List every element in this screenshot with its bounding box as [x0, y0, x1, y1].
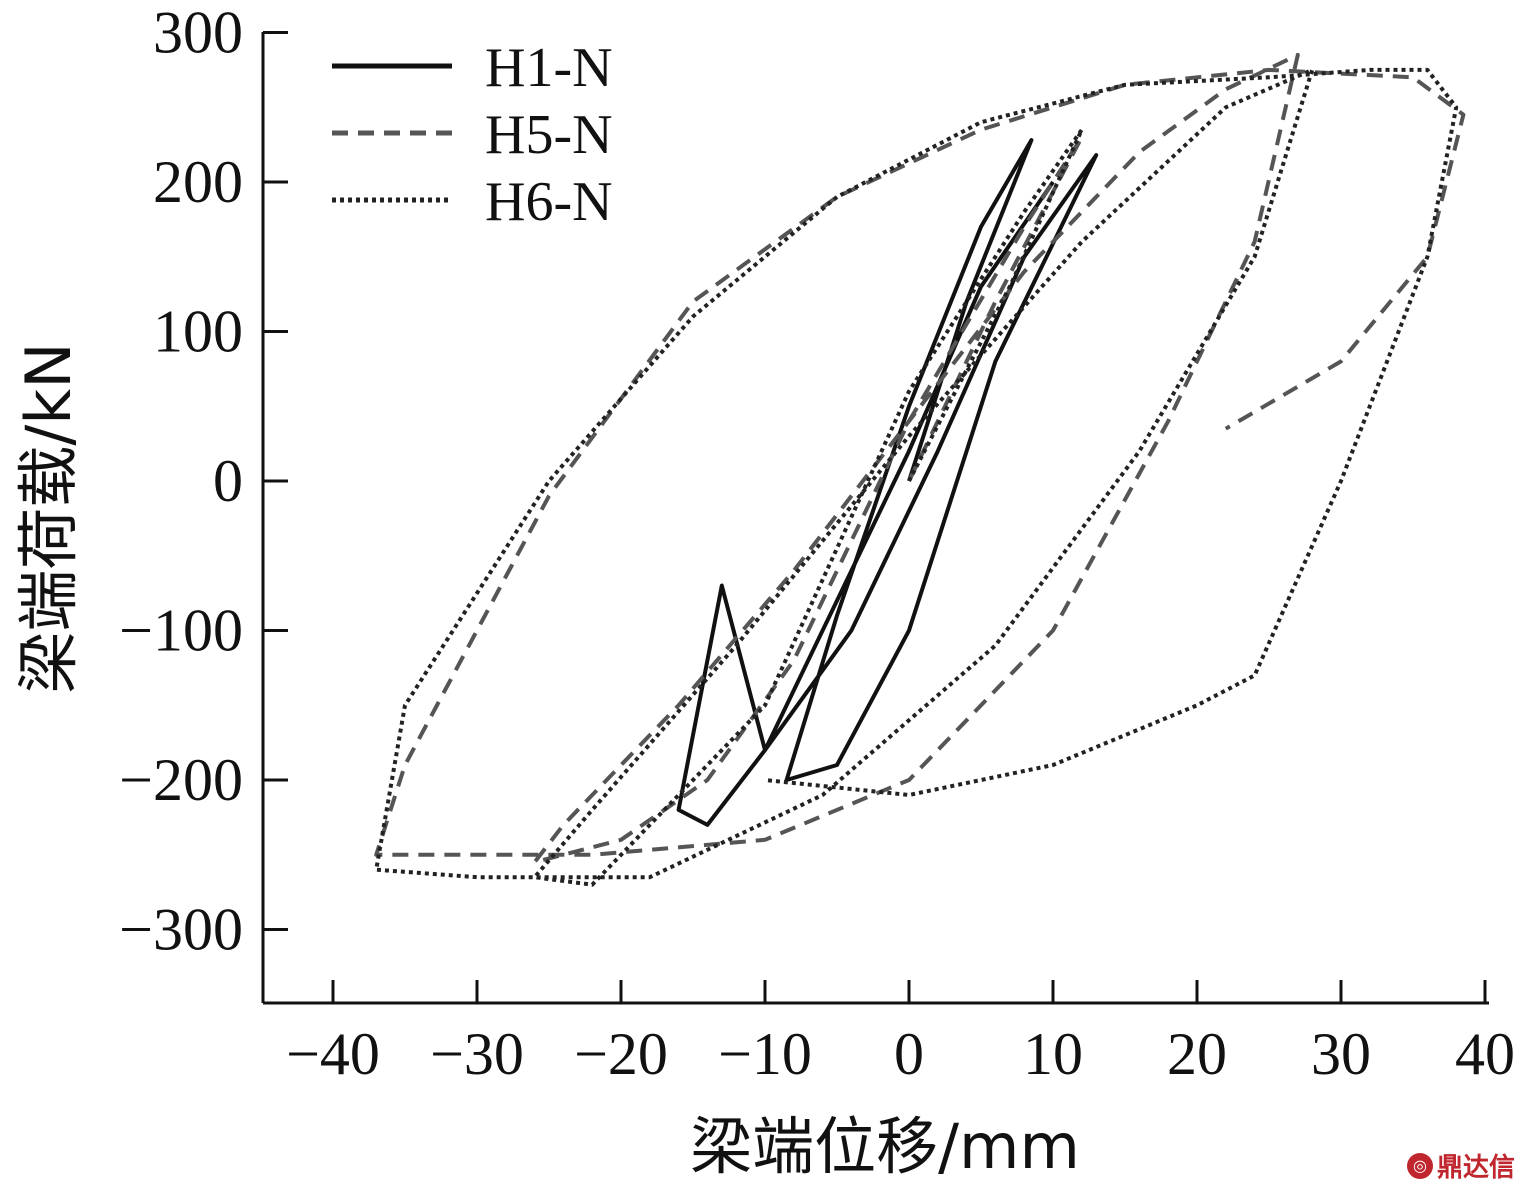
y-tick-label: −100	[119, 598, 243, 664]
watermark-logo: ◎ 鼎达信	[1406, 1147, 1515, 1184]
y-tick-label: 0	[213, 448, 243, 514]
x-axis-title: 梁端位移/mm	[690, 1110, 1080, 1183]
x-tick-label: −40	[286, 1021, 380, 1087]
y-tick-label: −200	[119, 747, 243, 813]
x-tick-label: −10	[718, 1021, 812, 1087]
x-tick-label: 40	[1455, 1021, 1515, 1087]
legend: H1-NH5-NH6-N	[332, 37, 613, 233]
y-axis-title: 梁端荷载/kN	[12, 342, 85, 693]
axes-group	[261, 32, 1489, 1005]
x-tick-label: −30	[430, 1021, 524, 1087]
x-tick-label: 30	[1311, 1021, 1371, 1087]
x-tick-label: 20	[1167, 1021, 1227, 1087]
x-tick-label: 10	[1023, 1021, 1083, 1087]
legend-label: H5-N	[485, 104, 613, 166]
legend-label: H6-N	[485, 171, 613, 233]
plot-series-group	[374, 52, 1466, 887]
legend-label: H1-N	[485, 37, 613, 99]
series-line-h6-n	[374, 67, 1459, 887]
y-tick-label: −300	[119, 897, 243, 963]
series-line-h1-n	[676, 138, 1099, 827]
y-tick-label: 100	[153, 299, 243, 365]
series-line-h5-n	[374, 52, 1466, 865]
x-tick-label: 0	[894, 1021, 924, 1087]
ticks-group: −40 −30 −20 −10 0 10 20 30 40−300−200−1000100200…	[119, 0, 1515, 1087]
watermark-text: 鼎达信	[1436, 1153, 1515, 1183]
y-tick-label: 200	[153, 149, 243, 215]
y-tick-label: 300	[153, 0, 243, 66]
x-tick-label: −20	[574, 1021, 668, 1087]
watermark-icon: ◎	[1406, 1152, 1433, 1179]
